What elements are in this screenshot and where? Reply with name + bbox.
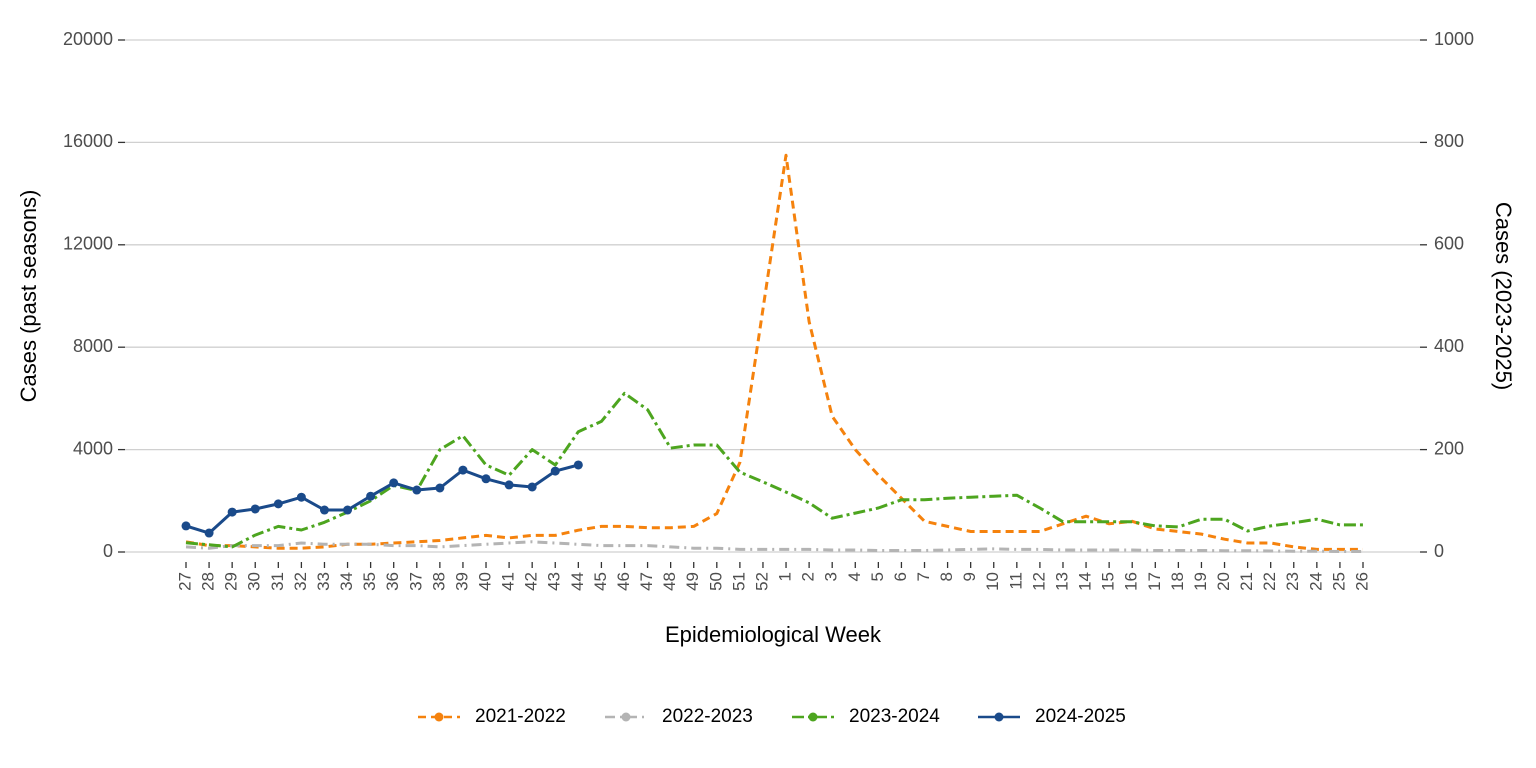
x-tick-label: 6	[891, 572, 910, 581]
legend-point	[808, 712, 818, 722]
x-tick-label: 9	[960, 572, 979, 581]
x-tick-label: 28	[199, 572, 218, 591]
x-tick-label: 24	[1306, 572, 1325, 591]
x-tick-label: 42	[522, 572, 541, 591]
series-line	[185, 463, 579, 535]
x-tick-label: 23	[1283, 572, 1302, 591]
x-tick-label: 41	[499, 572, 518, 591]
x-tick-label: 39	[452, 572, 471, 591]
point	[481, 474, 491, 484]
x-tick-label: 17	[1145, 572, 1164, 591]
series-line	[185, 540, 1363, 553]
point	[527, 482, 537, 492]
x-tick-label: 10	[983, 572, 1002, 591]
x-tick-label: 31	[268, 572, 287, 591]
x-tick-label: 47	[637, 572, 656, 591]
x-tick-label: 14	[1076, 572, 1095, 591]
x-tick-label: 45	[591, 572, 610, 591]
legend-label: 2022-2023	[662, 706, 753, 727]
x-tick-label: 27	[175, 572, 194, 591]
x-tick-label: 50	[706, 572, 725, 591]
point	[573, 460, 583, 470]
x-tick-label: 5	[868, 572, 887, 581]
x-tick-label: 33	[314, 572, 333, 591]
x-tick-label: 20	[1214, 572, 1233, 591]
point	[273, 499, 283, 509]
legend-label: 2024-2025	[1035, 706, 1126, 727]
x-tick-label: 38	[429, 572, 448, 591]
x-tick-label: 4	[845, 572, 864, 581]
x-tick-label: 2	[799, 572, 818, 581]
y2-tick-label: 600	[1434, 234, 1464, 254]
x-tick-label: 26	[1352, 572, 1371, 591]
point	[389, 478, 399, 488]
y-tick-label: 12000	[63, 234, 113, 254]
x-tick-label: 3	[822, 572, 841, 581]
x-tick-label: 44	[568, 572, 587, 591]
legend-point	[434, 712, 444, 722]
y2-tick-label: 0	[1434, 541, 1444, 561]
x-tick-label: 18	[1168, 572, 1187, 591]
x-tick-label: 48	[660, 572, 679, 591]
point	[343, 505, 353, 515]
y-axis-title: Cases (past seasons)	[16, 190, 41, 403]
y-tick-label: 8000	[73, 336, 113, 356]
point	[181, 521, 191, 531]
x-tick-label: 29	[222, 572, 241, 591]
x-tick-label: 19	[1191, 572, 1210, 591]
point	[366, 491, 376, 501]
point	[435, 483, 445, 493]
x-tick-label: 11	[1006, 572, 1025, 590]
x-tick-label: 8	[937, 572, 956, 581]
x-tick-label: 1	[776, 572, 795, 581]
x-tick-label: 51	[729, 572, 748, 591]
point	[250, 504, 260, 514]
x-tick-label: 43	[545, 572, 564, 591]
x-tick-label: 13	[1052, 572, 1071, 591]
x-tick-label: 22	[1260, 572, 1279, 591]
point	[550, 466, 560, 476]
point	[504, 480, 514, 490]
x-tick-label: 21	[1237, 572, 1256, 591]
x-axis-title: Epidemiological Week	[665, 622, 882, 647]
x-tick-label: 40	[476, 572, 495, 591]
x-tick-label: 36	[383, 572, 402, 591]
legend-label: 2021-2022	[475, 706, 566, 727]
y-tick-label: 0	[103, 541, 113, 561]
x-tick-label: 25	[1329, 572, 1348, 591]
x-tick-label: 37	[406, 572, 425, 591]
y2-axis-title: Cases (2023-2025)	[1491, 202, 1516, 390]
series-line	[185, 153, 1363, 551]
x-tick-label: 12	[1029, 572, 1048, 591]
point	[204, 528, 214, 538]
y2-tick-label: 800	[1434, 131, 1464, 151]
y2-tick-label: 1000	[1434, 29, 1474, 49]
x-tick-label: 15	[1099, 572, 1118, 591]
x-tick-label: 52	[752, 572, 771, 591]
y2-tick-label: 400	[1434, 336, 1464, 356]
x-tick-label: 35	[360, 572, 379, 591]
series-line	[185, 391, 1363, 549]
point	[319, 505, 329, 515]
x-tick-label: 32	[291, 572, 310, 591]
legend-point	[621, 712, 631, 722]
point	[296, 492, 306, 502]
point	[412, 485, 422, 495]
x-tick-label: 34	[337, 572, 356, 591]
x-tick-label: 30	[245, 572, 264, 591]
x-tick-label: 16	[1122, 572, 1141, 591]
x-tick-label: 46	[614, 572, 633, 591]
point	[227, 507, 237, 517]
legend-label: 2023-2024	[849, 706, 940, 727]
legend-point	[994, 712, 1004, 722]
x-tick-label: 7	[914, 572, 933, 581]
point	[458, 465, 468, 475]
y-tick-label: 16000	[63, 131, 113, 151]
x-tick-label: 49	[683, 572, 702, 591]
y2-tick-label: 200	[1434, 438, 1464, 458]
y-tick-label: 20000	[63, 29, 113, 49]
y-tick-label: 4000	[73, 438, 113, 458]
